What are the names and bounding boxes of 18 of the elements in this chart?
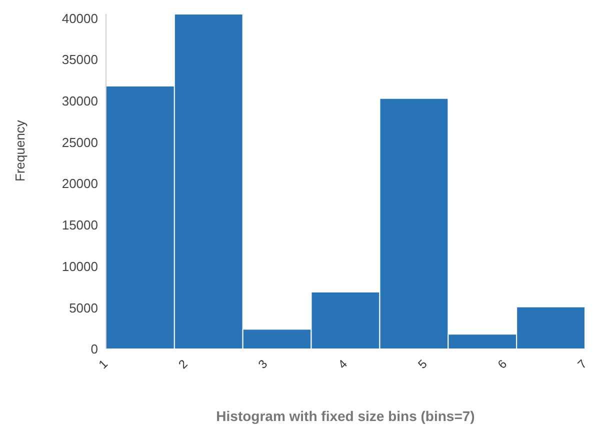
y-axis-title: Frequency [12,120,28,182]
x-tick-label: 1 [96,356,111,372]
y-tick-label: 30000 [62,93,98,108]
x-tick-label: 7 [574,356,590,372]
x-tick-label: 2 [176,356,191,372]
x-tick-label: 4 [335,356,350,372]
y-tick-label: 10000 [62,258,98,274]
x-tick-label: 5 [415,356,430,372]
x-tick-label: 3 [256,356,270,372]
x-tick-label: 6 [495,356,510,372]
y-tick-label: 35000 [62,52,98,68]
y-tick-label: 20000 [62,176,98,192]
x-axis-title: Histogram with fixed size bins (bins=7) [216,408,475,424]
y-tick-label: 25000 [62,134,98,150]
y-tick-label: 5000 [69,300,98,316]
y-tick-label: 0 [90,342,98,357]
y-tick-label: 40000 [62,10,98,26]
y-tick-label: 15000 [62,218,98,233]
